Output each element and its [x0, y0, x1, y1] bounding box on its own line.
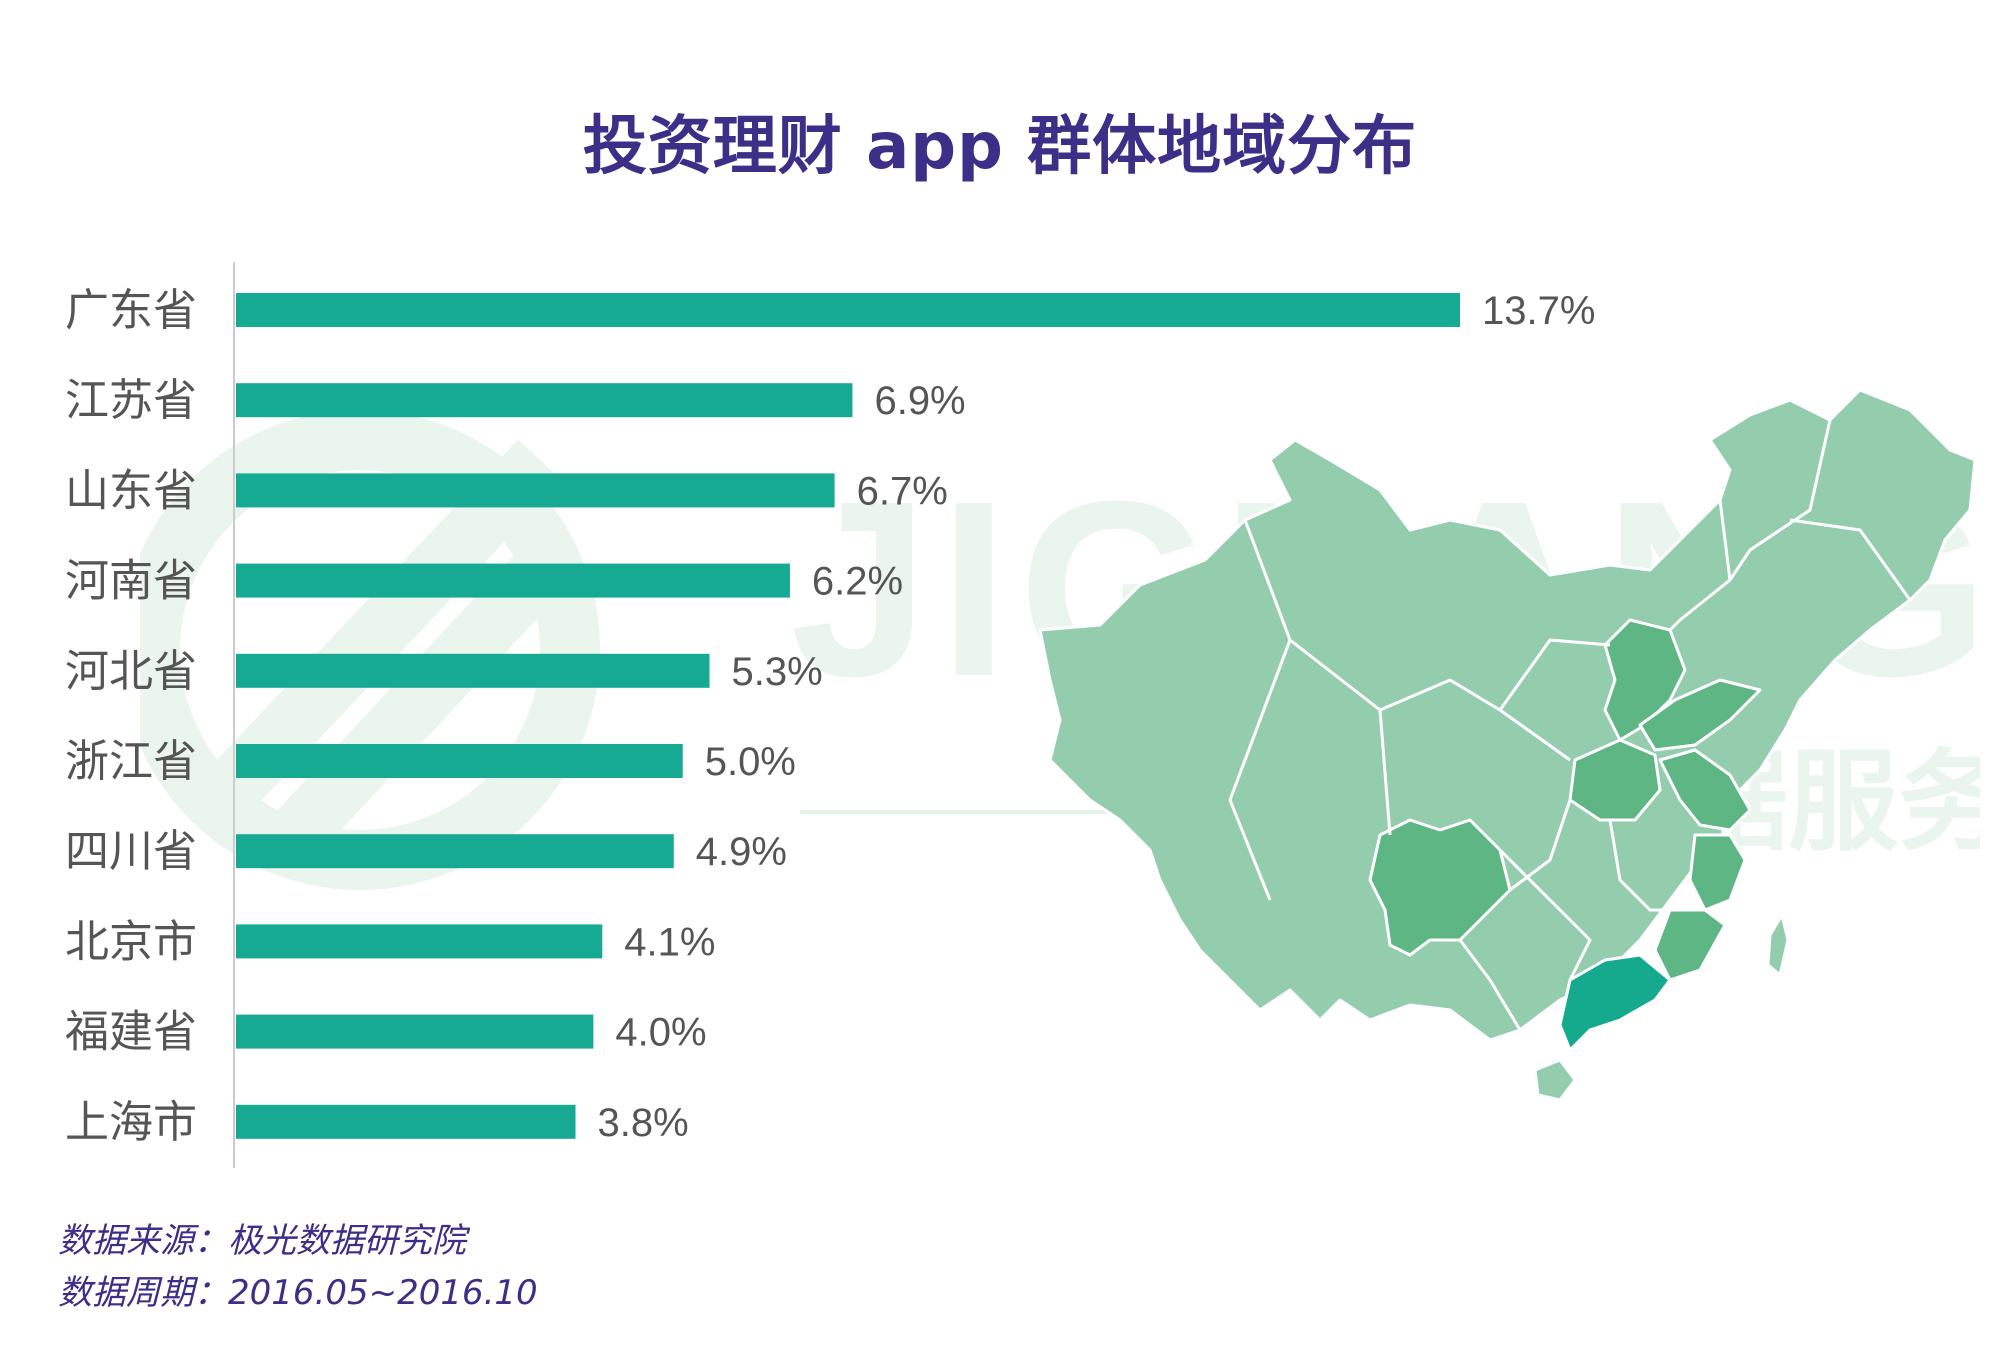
- bar: [236, 924, 603, 959]
- data-source-note: 数据来源：极光数据研究院: [58, 1221, 466, 1261]
- bar: [236, 473, 835, 508]
- bars-group: 广东省 13.7% 江苏省 6.9% 山东省 6.7% 河南省 6.2% 河北省 5.3% 浙江省 5…: [65, 285, 1595, 1148]
- data-period-note: 数据周期：2016.05~2016.10: [58, 1273, 538, 1313]
- map-henan: [1568, 738, 1662, 822]
- china-map: [1038, 388, 1977, 1102]
- bar: [236, 1014, 594, 1049]
- bar: [236, 293, 1460, 327]
- bar: [236, 1104, 576, 1139]
- value-label: 5.3%: [732, 650, 823, 694]
- value-label: 6.2%: [812, 560, 903, 604]
- map-hainan: [1533, 1058, 1577, 1102]
- bar: [236, 744, 683, 778]
- category-label: 浙江省: [65, 736, 197, 787]
- map-zhejiang: [1688, 833, 1747, 912]
- map-fujian: [1653, 908, 1727, 982]
- value-label: 6.7%: [857, 469, 948, 513]
- footer: 数据来源：极光数据研究院 数据周期：2016.05~2016.10: [58, 1215, 538, 1319]
- category-label: 河南省: [65, 556, 197, 607]
- category-label: 四川省: [65, 826, 197, 877]
- map-guangdong: [1558, 953, 1672, 1052]
- map-sichuan: [1368, 818, 1512, 957]
- value-label: 4.0%: [615, 1011, 706, 1055]
- bar: [236, 383, 853, 418]
- category-label: 上海市: [65, 1097, 197, 1148]
- value-label: 5.0%: [705, 740, 796, 784]
- map-borders: [1228, 419, 1912, 1031]
- category-label: 北京市: [65, 916, 197, 967]
- category-label: 山东省: [65, 465, 197, 516]
- map-taiwan: [1766, 913, 1790, 977]
- value-label: 4.1%: [624, 920, 715, 964]
- map-shandong: [1638, 678, 1762, 752]
- value-label: 4.9%: [696, 830, 787, 874]
- category-label: 河北省: [65, 646, 197, 697]
- value-label: 3.8%: [598, 1101, 689, 1145]
- category-label: 广东省: [65, 285, 197, 336]
- chart-title: 投资理财 app 群体地域分布: [582, 110, 1418, 184]
- category-label: 江苏省: [65, 375, 197, 426]
- map-jiangsu: [1658, 748, 1752, 832]
- bar: [236, 834, 674, 869]
- bar: [236, 563, 790, 598]
- value-label: 6.9%: [874, 379, 965, 423]
- value-label: 13.7%: [1482, 289, 1595, 333]
- bar: [236, 653, 710, 688]
- category-label: 福建省: [65, 1007, 197, 1058]
